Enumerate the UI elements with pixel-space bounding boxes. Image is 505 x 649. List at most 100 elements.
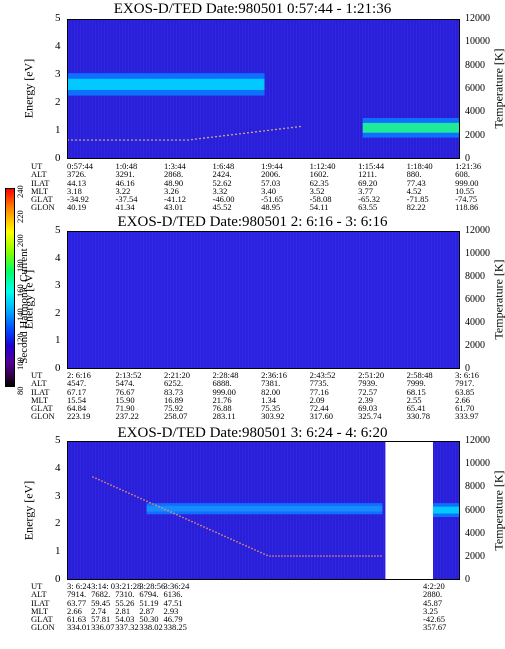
texture-line	[278, 20, 279, 158]
temperature-point	[251, 547, 253, 550]
orbit-value: 2.39	[358, 394, 373, 405]
orbit-value: 1211.	[358, 169, 377, 180]
orbit-value: 2:13:52	[115, 370, 142, 380]
orbit-value: 999.00	[212, 386, 236, 397]
texture-line	[386, 232, 387, 368]
orbit-column: 1:15:44 1211. 69.20 3.77 -65.32 63.55	[358, 162, 384, 212]
orbit-value: 57.81	[91, 614, 111, 625]
temperature-point	[254, 549, 256, 551]
temperature-tick: 12000	[465, 225, 490, 236]
orbit-value: 3:14: 0	[91, 581, 115, 591]
orbit-column: 3:14: 0 7682. 59.45 2.74 57.81 336.07	[91, 582, 115, 632]
energy-tick: 5	[55, 12, 61, 24]
texture-line	[143, 442, 144, 579]
texture-line	[221, 232, 222, 368]
temperature-point	[341, 555, 343, 557]
temperature-point	[155, 139, 157, 141]
texture-line	[137, 232, 138, 368]
energy-tick: 2	[55, 96, 61, 108]
orbit-value: 43.01	[164, 202, 184, 213]
temperature-point	[152, 503, 154, 505]
texture-line	[68, 442, 69, 579]
temperature-point	[199, 137, 201, 140]
texture-line	[233, 232, 234, 368]
temperature-point	[119, 139, 121, 141]
texture-line	[434, 232, 435, 368]
orbit-value: 357.67	[423, 622, 447, 633]
texture-line	[74, 232, 75, 368]
orbit-value: 7381.	[261, 378, 281, 389]
orbit-value: 1.34	[261, 394, 276, 405]
orbit-row-label: GLON	[31, 411, 55, 422]
orbit-value: 2.74	[91, 605, 106, 616]
texture-line	[455, 232, 456, 368]
texture-line	[98, 442, 99, 579]
orbit-value: 2:58:48	[406, 370, 433, 380]
temperature-point	[111, 139, 113, 141]
orbit-value: 76.88	[212, 403, 232, 414]
orbit-value: 21.76	[212, 394, 232, 405]
energy-tick: 3	[55, 489, 61, 502]
texture-line	[407, 232, 408, 368]
energy-tick: 0	[55, 573, 61, 585]
orbit-value: 2:51:20	[358, 370, 385, 380]
orbit-row-label: MLT	[31, 394, 49, 405]
texture-line	[452, 232, 453, 368]
texture-line	[134, 232, 135, 368]
temperature-point	[203, 526, 205, 528]
texture-line	[140, 442, 141, 579]
texture-line	[428, 232, 429, 368]
texture-line	[356, 20, 357, 158]
texture-line	[413, 20, 414, 158]
texture-line	[242, 232, 243, 368]
orbit-value: 6794.	[139, 589, 159, 600]
texture-line	[350, 20, 351, 158]
energy-tick: 3	[55, 68, 61, 80]
orbit-value: 2.93	[163, 605, 179, 616]
spectrogram-svg	[68, 442, 459, 579]
texture-line	[425, 20, 426, 158]
temperature-point	[239, 542, 241, 544]
temperature-tick: 10000	[465, 248, 490, 259]
texture-line	[335, 232, 336, 368]
energy-tick: 5	[55, 224, 61, 236]
texture-line	[266, 20, 267, 158]
orbit-value: -51.65	[261, 194, 284, 205]
texture-line	[422, 20, 423, 158]
texture-line	[347, 232, 348, 368]
orbit-row-label: ILAT	[31, 597, 50, 608]
orbit-value: 10.55	[455, 185, 475, 196]
texture-line	[206, 232, 207, 368]
texture-line	[356, 232, 357, 368]
temperature-tick: 8000	[465, 271, 485, 282]
orbit-row-label: GLAT	[31, 614, 53, 625]
energy-tick: 0	[55, 362, 61, 374]
texture-line	[401, 20, 402, 158]
orbit-value: 16.89	[164, 394, 184, 405]
texture-line	[425, 232, 426, 368]
temperature-point	[159, 139, 161, 141]
orbit-value: 63.85	[455, 386, 475, 397]
texture-line	[125, 232, 126, 368]
texture-line	[410, 232, 411, 368]
temperature-point	[279, 128, 281, 130]
texture-line	[122, 232, 123, 368]
temperature-point	[95, 477, 97, 480]
texture-line	[320, 232, 321, 368]
orbit-column: 2:21:20 6252. 83.73 16.89 75.92 258.07	[164, 371, 190, 421]
temperature-point	[320, 555, 322, 557]
texture-line	[269, 232, 270, 368]
temperature-point	[140, 497, 142, 500]
texture-line	[287, 232, 288, 368]
temperature-point	[173, 512, 175, 515]
texture-line	[305, 20, 306, 158]
orbit-value: 283.11	[212, 411, 236, 422]
orbit-value: 5474.	[115, 378, 135, 389]
orbit-value: 2.09	[309, 394, 325, 405]
texture-line	[335, 20, 336, 158]
texture-line	[413, 232, 414, 368]
temperature-tick: 4000	[465, 106, 485, 118]
texture-line	[293, 20, 294, 158]
texture-line	[353, 20, 354, 158]
orbit-value: -65.32	[358, 194, 381, 205]
